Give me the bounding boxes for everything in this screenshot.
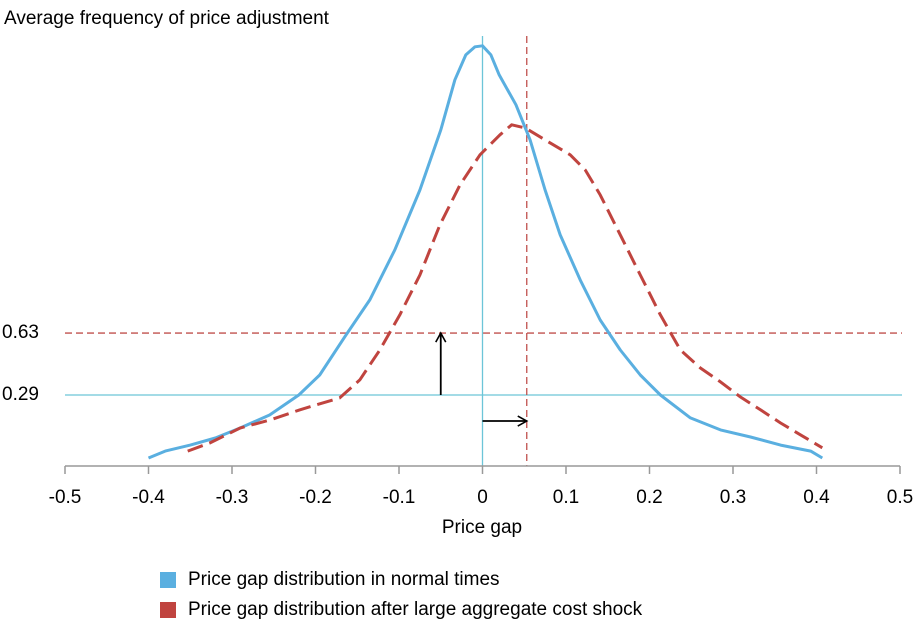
x-tick-label: 0.4 xyxy=(803,487,830,508)
legend-swatch xyxy=(160,572,176,588)
x-tick-label: 0.3 xyxy=(720,487,746,508)
x-tick-label: 0.2 xyxy=(636,487,662,508)
x-tick-label: 0.1 xyxy=(553,487,579,508)
x-tick-label: -0.4 xyxy=(132,487,165,508)
legend-swatch xyxy=(160,602,176,618)
x-tick-label: 0.5 xyxy=(887,487,913,508)
x-axis-label: Price gap xyxy=(442,517,522,538)
chart-title: Average frequency of price adjustment xyxy=(4,8,330,29)
series-line xyxy=(187,123,824,453)
legend-label: Price gap distribution in normal times xyxy=(188,569,500,590)
series-line xyxy=(147,44,824,460)
y-tick-label: 0.63 xyxy=(2,322,39,343)
x-tick-label: 0 xyxy=(477,487,488,508)
legend-label: Price gap distribution after large aggre… xyxy=(188,599,643,620)
x-tick-label: -0.2 xyxy=(299,487,332,508)
x-tick-label: -0.5 xyxy=(49,487,82,508)
y-tick-label: 0.29 xyxy=(2,384,39,405)
x-tick-label: -0.1 xyxy=(383,487,416,508)
x-tick-label: -0.3 xyxy=(216,487,249,508)
